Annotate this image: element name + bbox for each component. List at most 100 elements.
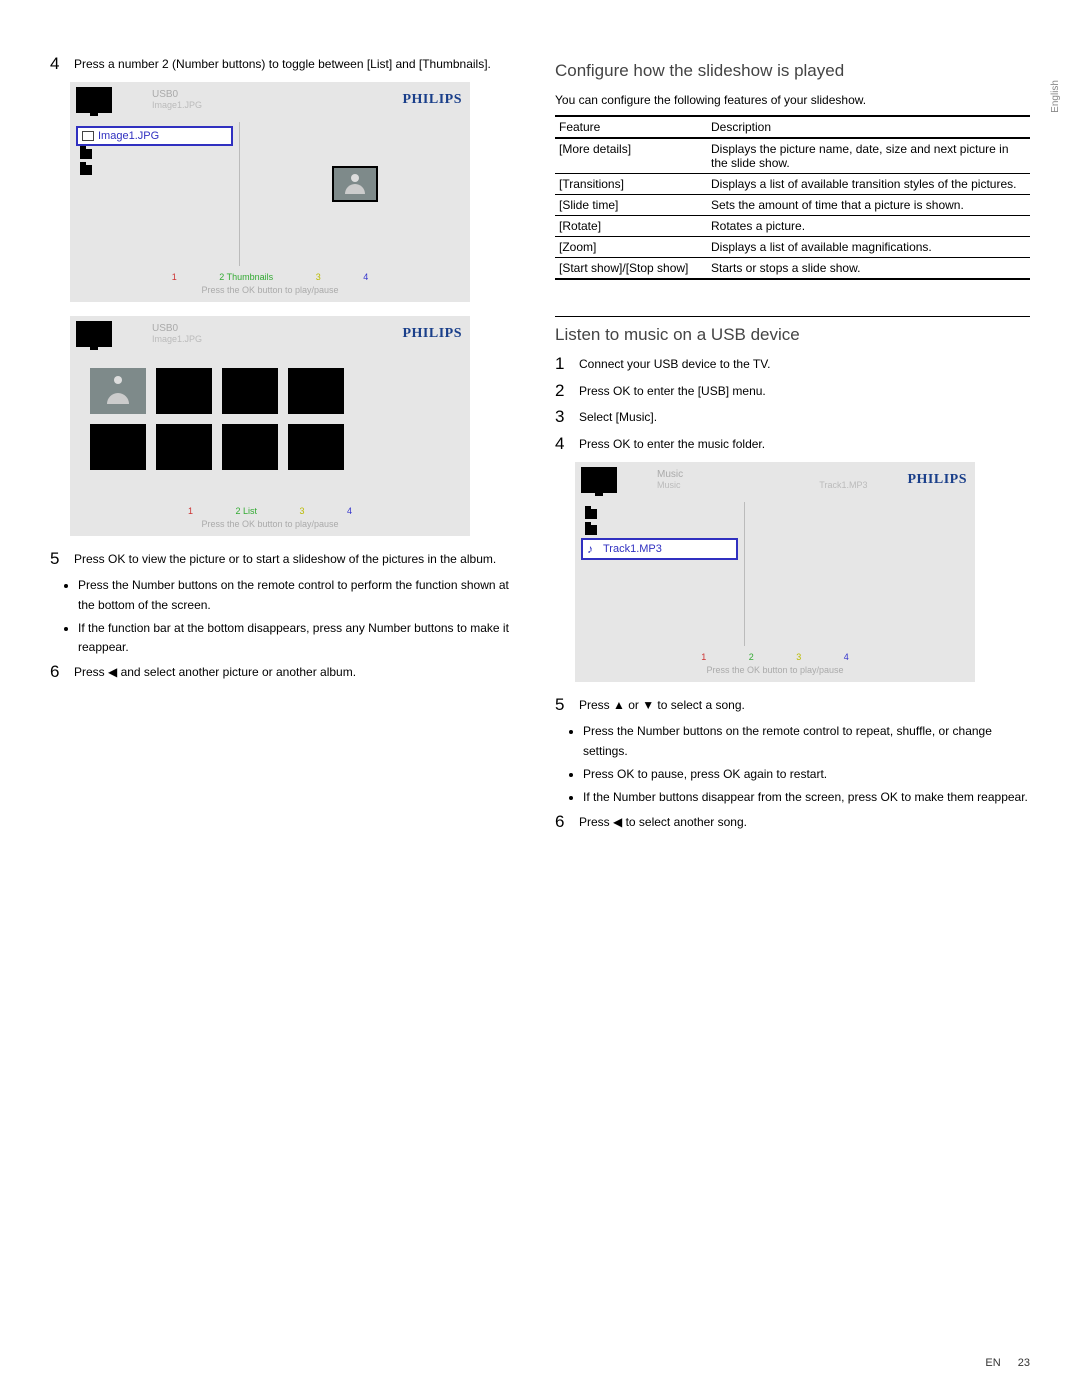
- folder-icon: [80, 165, 92, 175]
- sub-item: Press the Number buttons on the remote c…: [78, 576, 525, 614]
- panel-header: Music Music Track1.MP3 PHILIPS: [575, 462, 975, 498]
- desc-cell: Displays a list of available transition …: [707, 174, 1030, 195]
- panel-header: USB0 Image1.JPG PHILIPS: [70, 316, 470, 352]
- thumbnail-grid: [70, 356, 470, 482]
- th-feature: Feature: [555, 116, 707, 138]
- left-step-5: 5 Press OK to view the picture or to sta…: [50, 550, 525, 569]
- sub-item: Press OK to pause, press OK again to res…: [583, 765, 1030, 784]
- thumbnail-item[interactable]: [222, 368, 278, 414]
- folder-icon: [585, 509, 597, 519]
- screenshot-list-view: USB0 Image1.JPG PHILIPS Image1.JPG: [70, 82, 470, 302]
- folder-row[interactable]: [581, 506, 738, 522]
- step-number: 1: [555, 355, 569, 374]
- music-label: Music: [657, 469, 907, 480]
- panel-header-text: USB0 Image1.JPG: [112, 323, 402, 344]
- selected-file-label: Track1.MP3: [603, 543, 662, 555]
- step-text: Press a number 2 (Number buttons) to tog…: [74, 55, 525, 74]
- file-list: Image1.JPG: [70, 122, 240, 266]
- feature-cell: [Rotate]: [555, 216, 707, 237]
- panel-header-text: Music Music Track1.MP3: [617, 469, 907, 490]
- selected-file-row[interactable]: Image1.JPG: [76, 126, 233, 146]
- left-step-4: 4 Press a number 2 (Number buttons) to t…: [50, 55, 525, 74]
- section-title-listen: Listen to music on a USB device: [555, 325, 1030, 345]
- footer-key-red: 1: [701, 652, 706, 662]
- panel-header: USB0 Image1.JPG PHILIPS: [70, 82, 470, 118]
- feature-cell: [More details]: [555, 138, 707, 174]
- breadcrumb: Image1.JPG: [152, 100, 402, 110]
- table-row: [Start show]/[Stop show]Starts or stops …: [555, 258, 1030, 280]
- right-step-1: 1 Connect your USB device to the TV.: [555, 355, 1030, 374]
- screenshot-thumbnail-view: USB0 Image1.JPG PHILIPS: [70, 316, 470, 536]
- screenshot-music-view: Music Music Track1.MP3 PHILIPS ♪ Tra: [575, 462, 975, 682]
- file-list: ♪ Track1.MP3: [575, 502, 745, 646]
- section-divider: [555, 316, 1030, 317]
- footer-key-green: 2 List: [235, 506, 257, 516]
- left-step-6: 6 Press ◀ and select another picture or …: [50, 663, 525, 682]
- table-row: [Zoom]Displays a list of available magni…: [555, 237, 1030, 258]
- step-text: Connect your USB device to the TV.: [579, 355, 1030, 374]
- footer-key-blue: 4: [347, 506, 352, 516]
- feature-cell: [Transitions]: [555, 174, 707, 195]
- table-row: [Rotate]Rotates a picture.: [555, 216, 1030, 237]
- step-number: 6: [50, 663, 64, 682]
- right-step-3: 3 Select [Music].: [555, 408, 1030, 427]
- right-step-4: 4Press OK to enter the music folder.: [555, 435, 1030, 454]
- page-footer: EN 23: [985, 1357, 1030, 1369]
- right-step-5: 5 Press ▲ or ▼ to select a song.: [555, 696, 1030, 715]
- thumbnail-item[interactable]: [156, 424, 212, 470]
- thumbnail-item[interactable]: [90, 424, 146, 470]
- thumbnail-item[interactable]: [90, 368, 146, 414]
- music-icon: ♪: [587, 542, 599, 556]
- selected-file-row[interactable]: ♪ Track1.MP3: [581, 538, 738, 560]
- breadcrumb: Music Track1.MP3: [657, 480, 907, 490]
- footer-key-red: 1: [188, 506, 193, 516]
- step-text: Press ◀ to select another song.: [579, 813, 1030, 832]
- panel-footer: 1 2 List 3 4 Press the OK button to play…: [70, 502, 470, 536]
- footer-key-blue: 4: [844, 652, 849, 662]
- section-title-configure: Conﬁgure how the slideshow is played: [555, 61, 1030, 81]
- thumbnail-item[interactable]: [156, 368, 212, 414]
- footer-hint: Press the OK button to play/pause: [70, 285, 470, 295]
- footer-key-yellow: 3: [300, 506, 305, 516]
- step-number: 5: [50, 550, 64, 569]
- panel-body: [70, 356, 470, 500]
- feature-cell: [Start show]/[Stop show]: [555, 258, 707, 280]
- th-description: Description: [707, 116, 1030, 138]
- thumbnail-item[interactable]: [288, 368, 344, 414]
- left-column: 4 Press a number 2 (Number buttons) to t…: [50, 55, 525, 840]
- step-number: 3: [555, 408, 569, 427]
- right-step-6: 6Press ◀ to select another song.: [555, 813, 1030, 832]
- step-number: 5: [555, 696, 569, 715]
- feature-cell: [Slide time]: [555, 195, 707, 216]
- panel-footer: 1 2 3 4 Press the OK button to play/paus…: [575, 648, 975, 682]
- tv-icon: [76, 321, 112, 347]
- thumbnail-item[interactable]: [222, 424, 278, 470]
- philips-logo: PHILIPS: [402, 326, 462, 342]
- step-text: Select [Music].: [579, 408, 1030, 427]
- step-number: 4: [50, 55, 64, 74]
- thumbnail-item[interactable]: [288, 424, 344, 470]
- folder-row[interactable]: [76, 162, 233, 178]
- selected-file-label: Image1.JPG: [98, 130, 159, 142]
- folder-row[interactable]: [76, 146, 233, 162]
- panel-body: Image1.JPG: [70, 122, 470, 266]
- footer-hint: Press the OK button to play/pause: [575, 665, 975, 675]
- footer-key-yellow: 3: [796, 652, 801, 662]
- panel-footer: 1 2 Thumbnails 3 4 Press the OK button t…: [70, 268, 470, 302]
- panel-header-text: USB0 Image1.JPG: [112, 89, 402, 110]
- philips-logo: PHILIPS: [402, 92, 462, 108]
- usb-label: USB0: [152, 323, 402, 334]
- preview-thumbnail: [332, 166, 378, 202]
- folder-icon: [80, 149, 92, 159]
- sub-item: If the function bar at the bottom disapp…: [78, 619, 525, 657]
- folder-icon: [585, 525, 597, 535]
- step-text: Press ▲ or ▼ to select a song.: [579, 696, 1030, 715]
- feature-cell: [Zoom]: [555, 237, 707, 258]
- step-number: 2: [555, 382, 569, 401]
- desc-cell: Sets the amount of time that a picture i…: [707, 195, 1030, 216]
- step-number: 4: [555, 435, 569, 454]
- footer-key-blue: 4: [363, 272, 368, 282]
- usb-label: USB0: [152, 89, 402, 100]
- folder-row[interactable]: [581, 522, 738, 538]
- right-step-5-subs: Press the Number buttons on the remote c…: [583, 722, 1030, 807]
